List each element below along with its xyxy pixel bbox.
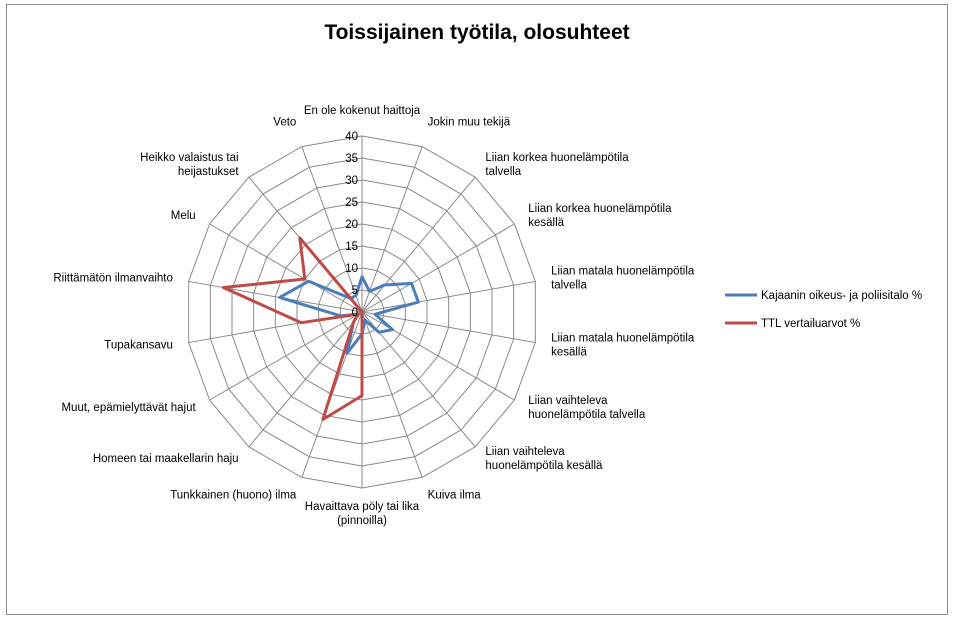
grid-spoke — [361, 176, 476, 313]
category-label: Liian korkea huonelämpötila kesällä — [528, 203, 672, 229]
grid-spoke — [248, 311, 363, 448]
grid-spoke — [188, 280, 363, 313]
radar-series — [221, 236, 420, 422]
grid-spoke — [301, 146, 363, 313]
category-label: En ole kokenut haittoja — [304, 105, 421, 117]
legend: Kajaanin oikeus- ja poliisitalo % TTL ver… — [725, 290, 922, 330]
category-label: Tupakansavu — [104, 339, 173, 351]
grid-spoke — [209, 311, 363, 401]
category-labels: En ole kokenut haittoja Jokin muu tekijä L… — [53, 105, 695, 527]
grid-spoke — [361, 311, 536, 344]
tick-label: 30 — [345, 175, 358, 187]
category-label: Riittämätön ilmanvaihto — [53, 273, 173, 285]
category-label: Muut, epämielyttävät hajut — [61, 402, 196, 414]
grid-spoke — [361, 280, 536, 313]
category-label: Homeen tai maakellarin haju — [93, 453, 239, 465]
category-label: Havaittava pöly tai lika (pinnoilla) — [305, 501, 420, 527]
category-label: Liian matala huonelämpötila talvella — [551, 266, 695, 292]
radar-chart: Toissijainen työtila, olosuhteet 0 5 10 15 2… — [53, 21, 922, 527]
category-label: Liian vaihteleva huonelämpötila talvella — [528, 395, 646, 421]
grid-spoke — [361, 146, 423, 313]
grid-spoke — [209, 223, 363, 313]
tick-label: 10 — [345, 263, 358, 275]
tick-label: 40 — [345, 131, 358, 143]
tick-label: 0 — [352, 307, 358, 319]
category-label: Liian vaihteleva huonelämpötila kesällä — [485, 446, 603, 472]
tick-label: 5 — [352, 285, 358, 297]
chart-title: Toissijainen työtila, olosuhteet — [324, 21, 629, 44]
grid-spoke — [361, 223, 515, 313]
category-label: Heikko valaistus tai heijastukset — [140, 152, 239, 178]
category-label: Liian matala huonelämpötila kesällä — [551, 332, 695, 358]
category-label: Kuiva ilma — [428, 489, 482, 501]
tick-label: 15 — [345, 241, 358, 253]
series-line-2 — [221, 236, 364, 422]
category-label: Jokin muu tekijä — [428, 117, 511, 129]
legend-label-1: Kajaanin oikeus- ja poliisitalo % — [761, 290, 922, 302]
tick-label: 20 — [345, 219, 358, 231]
grid-spoke — [361, 311, 476, 448]
category-label: Tunkkainen (huono) ilma — [170, 489, 297, 501]
radial-axis-ticks: 0 5 10 15 20 25 30 35 40 — [345, 131, 358, 319]
category-label: Melu — [171, 210, 196, 222]
tick-label: 25 — [345, 197, 358, 209]
grid-spoke — [361, 311, 423, 478]
chart-area: Toissijainen työtila, olosuhteet 0 5 10 15 2… — [6, 4, 948, 615]
category-label: Veto — [273, 117, 296, 129]
legend-label-2: TTL vertailuarvot % — [761, 318, 860, 330]
category-label: Liian korkea huonelämpötila talvella — [485, 152, 629, 178]
tick-label: 35 — [345, 153, 358, 165]
